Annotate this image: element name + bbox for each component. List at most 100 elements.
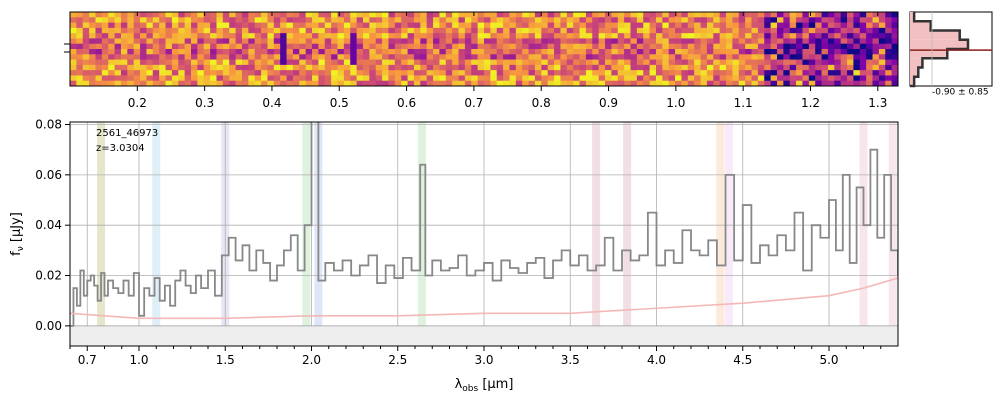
heatmap-cell — [605, 38, 612, 45]
heatmap-cell — [222, 64, 230, 71]
heatmap-cell — [146, 49, 154, 55]
heatmap-cell — [273, 64, 281, 71]
heatmap-cell — [681, 27, 689, 34]
heatmap-cell — [140, 22, 147, 29]
heatmap-cell — [362, 17, 370, 23]
heatmap-cell — [566, 43, 574, 50]
heatmap-cell — [165, 64, 173, 71]
heatmap-cell — [152, 12, 160, 18]
heatmap-cell — [630, 27, 638, 34]
heatmap-cell — [165, 49, 173, 55]
heatmap-cell — [738, 64, 746, 71]
heatmap-cell — [776, 33, 784, 39]
heatmap-cell — [76, 49, 84, 55]
heatmap-cell — [636, 33, 644, 39]
y-label-main: f — [9, 251, 24, 256]
heatmap-cell — [318, 27, 326, 34]
heatmap-cell — [617, 43, 625, 50]
heatmap-cell — [509, 64, 517, 71]
heatmap-cell — [407, 43, 415, 50]
heatmap-cell — [216, 64, 224, 71]
line-band — [152, 122, 161, 346]
heatmap-cell — [496, 38, 504, 45]
heatmap-cell — [318, 43, 326, 50]
heatmap-cell — [146, 54, 154, 60]
heatmap-cell — [171, 43, 179, 50]
heatmap-cell — [241, 22, 249, 29]
heatmap-cell — [547, 22, 555, 29]
heatmap-cell — [770, 22, 778, 29]
heatmap-cell — [554, 27, 561, 34]
heatmap-cell — [267, 12, 275, 18]
heatmap-cell — [388, 75, 396, 82]
heatmap-cell — [579, 80, 587, 86]
heatmap-cell — [426, 27, 434, 34]
heatmap-cell — [649, 27, 657, 34]
heatmap-cell — [764, 43, 772, 50]
heatmap-cell — [165, 70, 173, 76]
heatmap-cell — [159, 75, 166, 82]
heatmap-cell — [484, 43, 491, 50]
heatmap-cell — [273, 75, 281, 82]
heatmap-cell — [503, 80, 510, 86]
heatmap-cell — [382, 27, 389, 34]
heatmap-cell — [891, 17, 898, 23]
heatmap-cell — [687, 70, 695, 76]
heatmap-cell — [554, 70, 561, 76]
heatmap-cell — [133, 80, 141, 86]
heatmap-cell — [706, 33, 714, 39]
heatmap-cell — [840, 54, 848, 60]
heatmap-cell — [312, 17, 319, 23]
heatmap-cell — [713, 12, 721, 18]
heatmap-cell — [789, 59, 797, 66]
heatmap-cell — [222, 59, 230, 66]
heatmap-cell — [745, 49, 752, 55]
heatmap-cell — [286, 12, 294, 18]
spectrum-2d-xtick-label: 1.1 — [734, 96, 753, 110]
heatmap-cell — [452, 75, 459, 82]
heatmap-cell — [509, 33, 517, 39]
heatmap-cell — [267, 80, 275, 86]
heatmap-cell — [420, 64, 428, 71]
heatmap-cell — [407, 70, 415, 76]
heatmap-cell — [872, 64, 880, 71]
heatmap-cell — [76, 27, 84, 34]
heatmap-cell — [573, 64, 580, 71]
heatmap-cell — [554, 33, 561, 39]
heatmap-cell — [458, 59, 466, 66]
heatmap-cell — [655, 49, 663, 55]
heatmap-cell — [796, 17, 803, 23]
line-band — [716, 122, 725, 346]
heatmap-cell — [140, 54, 147, 60]
heatmap-cell — [655, 38, 663, 45]
heatmap-cell — [82, 22, 90, 29]
heatmap-cell — [261, 64, 268, 71]
heatmap-cell — [471, 54, 479, 60]
heatmap-cell — [439, 38, 447, 45]
heatmap-cell — [286, 27, 294, 34]
heatmap-cell — [388, 27, 396, 34]
heatmap-cell — [560, 33, 568, 39]
spectrum-2d-xtick-label: 0.7 — [464, 96, 483, 110]
heatmap-cell — [369, 54, 377, 60]
heatmap-cell — [503, 49, 510, 55]
heatmap-cell — [120, 17, 128, 23]
heatmap-cell — [210, 43, 217, 50]
heatmap-cell — [305, 70, 313, 76]
heatmap-cell — [681, 12, 689, 18]
heatmap-cell — [764, 70, 772, 76]
heatmap-cell — [420, 54, 428, 60]
heatmap-cell — [464, 59, 472, 66]
heatmap-cell — [356, 54, 364, 60]
heatmap-cell — [464, 12, 472, 18]
heatmap-cell — [878, 22, 886, 29]
heatmap-cell — [662, 64, 670, 71]
heatmap-cell — [547, 80, 555, 86]
heatmap-cell — [802, 38, 810, 45]
heatmap-cell — [700, 43, 708, 50]
heatmap-cell — [337, 75, 345, 82]
heatmap-cell — [827, 54, 835, 60]
heatmap-cell — [222, 75, 230, 82]
heatmap-cell — [254, 17, 262, 23]
heatmap-cell — [433, 49, 440, 55]
